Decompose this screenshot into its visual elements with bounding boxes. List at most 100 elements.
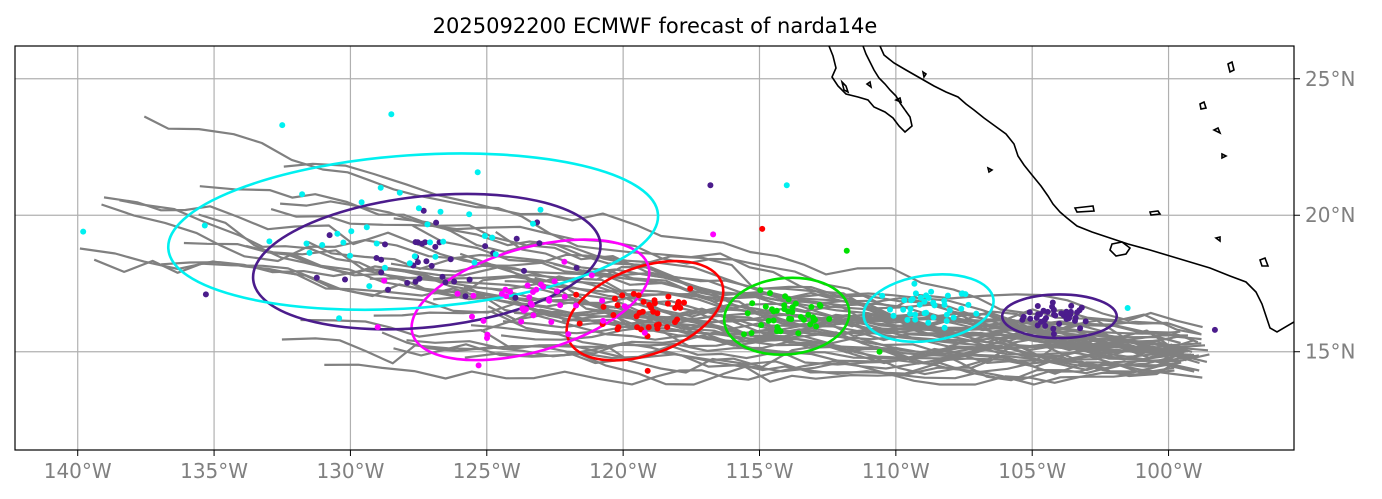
position-dot (342, 276, 348, 283)
lon-tick-label: 120°W (589, 459, 657, 483)
position-dot (484, 335, 490, 341)
position-dot (664, 324, 671, 331)
island (1073, 205, 1095, 213)
ensemble-track (480, 314, 1180, 368)
position-dot (462, 293, 469, 300)
position-dot (912, 311, 919, 318)
lat-tick-label: 25°N (1305, 67, 1355, 91)
ensemble-track (564, 350, 1210, 383)
position-dot (1072, 317, 1078, 324)
position-dot (904, 316, 911, 323)
position-dot (1034, 303, 1041, 309)
position-dot (654, 310, 661, 317)
ellipse-day5 (410, 238, 651, 362)
position-dot (907, 305, 914, 312)
position-dot (378, 256, 385, 263)
probability-ellipses (166, 152, 1119, 362)
position-dot (770, 308, 777, 315)
position-dot (573, 302, 580, 309)
position-dot (912, 316, 919, 323)
island (1109, 241, 1132, 257)
position-dot (813, 323, 820, 330)
position-dot (911, 280, 918, 287)
position-dot (481, 233, 488, 239)
position-dot (1066, 315, 1072, 322)
position-dot (687, 285, 694, 292)
position-dot (454, 290, 461, 297)
outlier-dot (710, 231, 717, 238)
position-dot (789, 309, 796, 315)
position-dot (648, 304, 655, 311)
position-dot (492, 251, 499, 258)
position-dot (792, 300, 799, 307)
position-dot (524, 282, 531, 289)
ensemble-track (270, 269, 1200, 365)
position-dot (489, 234, 496, 241)
position-dot (1040, 307, 1047, 314)
position-dot (946, 307, 953, 314)
position-dot (561, 293, 568, 300)
position-dot (879, 292, 886, 299)
position-dot (313, 274, 320, 281)
lon-tick-label: 105°W (998, 459, 1066, 483)
position-dot (340, 239, 347, 246)
position-dot (636, 309, 643, 316)
position-dot (1056, 320, 1063, 327)
position-dot (941, 297, 948, 304)
position-dot (406, 260, 413, 267)
position-dot (382, 241, 388, 248)
island (1199, 100, 1208, 110)
position-dot (348, 228, 355, 235)
position-dot (377, 184, 384, 191)
position-dot (373, 240, 380, 247)
ellipse-day7 (166, 152, 660, 312)
position-dot (326, 232, 333, 239)
position-dot (474, 169, 481, 176)
position-dot (781, 302, 788, 309)
island (894, 96, 903, 104)
position-dot (442, 279, 449, 286)
position-dot (381, 277, 388, 284)
position-dot (621, 303, 628, 310)
ellipse-day3 (722, 276, 851, 357)
position-dot (748, 330, 755, 336)
outlier-dot (202, 291, 209, 298)
outlier-dot (759, 225, 766, 232)
position-dot (958, 305, 965, 312)
ellipse-day6 (251, 192, 602, 331)
position-dot (1033, 314, 1040, 321)
outlier-dot (388, 111, 395, 118)
position-dot (565, 331, 572, 338)
position-dot (808, 303, 815, 310)
position-dot (785, 296, 792, 303)
position-dot (943, 318, 950, 324)
ellipse-day4 (565, 259, 725, 362)
forecast-positions (80, 111, 1218, 374)
position-dot (366, 283, 373, 290)
position-dot (1068, 302, 1075, 309)
position-dot (1074, 309, 1081, 316)
position-dot (548, 319, 555, 325)
position-dot (930, 299, 937, 306)
position-dot (816, 301, 823, 308)
position-dot (396, 189, 403, 196)
position-dot (414, 259, 421, 266)
position-dot (1051, 311, 1057, 318)
position-dot (437, 208, 444, 215)
ensemble-track (561, 318, 1173, 352)
position-dot (523, 306, 529, 313)
position-dot (513, 235, 520, 242)
position-dot (912, 290, 919, 297)
position-dot (530, 312, 537, 319)
outlier-dot (279, 122, 286, 129)
island (1227, 60, 1235, 74)
position-dot (588, 272, 595, 279)
position-dot (447, 256, 454, 263)
position-dot (599, 297, 606, 304)
position-dot (466, 211, 473, 218)
position-dot (741, 331, 747, 338)
position-dot (521, 267, 527, 274)
axis-ticks: 140°W 135°W 130°W 125°W 120°W 115°W 110°W 105°W… (44, 67, 1356, 483)
position-dot (498, 290, 505, 297)
position-dot (614, 302, 621, 309)
